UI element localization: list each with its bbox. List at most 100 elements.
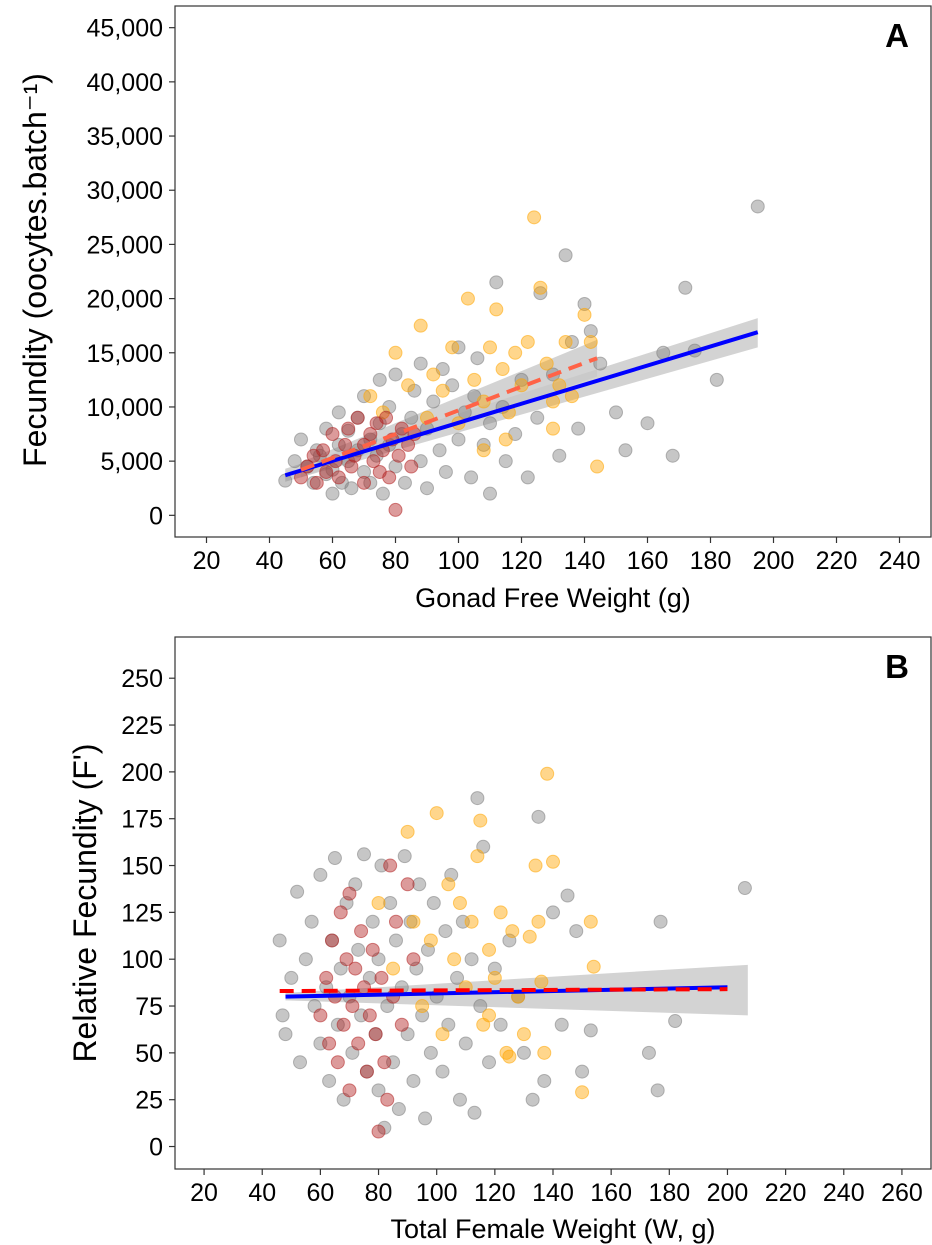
y-axis-ticks-b: 0 25 50 75 100 125 150 175 200 225 250 <box>121 665 175 1162</box>
data-point <box>400 877 415 892</box>
data-point <box>327 851 342 866</box>
y-tick-label: 125 <box>121 899 163 927</box>
data-point <box>533 280 548 295</box>
data-point <box>508 345 523 360</box>
data-point <box>482 942 497 957</box>
data-point <box>406 914 421 929</box>
x-axis-ticks-a: 20 40 60 80 100 120 140 160 180 200 220 240 <box>193 537 921 575</box>
y-tick-label: 35,000 <box>87 123 163 151</box>
data-point <box>316 443 331 458</box>
data-point <box>656 345 671 360</box>
data-point <box>415 999 430 1014</box>
data-point <box>520 334 535 349</box>
fit-lines-b <box>279 985 728 999</box>
data-point <box>412 877 427 892</box>
data-point <box>737 881 752 896</box>
data-point <box>374 970 389 985</box>
data-point <box>583 324 598 339</box>
data-point <box>505 924 520 939</box>
data-point <box>668 1014 683 1029</box>
data-point <box>640 416 655 431</box>
data-point <box>482 1008 497 1023</box>
x-tick-label: 240 <box>823 1179 865 1207</box>
x-tick-label: 120 <box>501 547 543 575</box>
x-tick-label: 240 <box>879 547 921 575</box>
data-point <box>546 421 560 436</box>
data-point <box>470 351 485 366</box>
data-point <box>590 459 605 474</box>
data-point <box>359 1064 374 1079</box>
data-point <box>533 286 548 301</box>
data-point <box>331 470 346 485</box>
data-point <box>432 443 447 458</box>
data-point <box>325 933 340 948</box>
data-point <box>483 486 497 501</box>
data-point <box>357 847 371 862</box>
data-point <box>383 858 398 873</box>
data-point <box>558 334 573 349</box>
data-point <box>489 275 504 290</box>
data-point <box>495 362 510 377</box>
panel-label-b: B <box>885 648 909 685</box>
data-point <box>452 1092 467 1107</box>
data-point <box>322 1036 337 1051</box>
data-point <box>365 942 380 957</box>
data-point <box>522 929 537 944</box>
data-point <box>293 1055 308 1070</box>
data-point <box>423 1045 438 1060</box>
x-tick-label: 120 <box>474 1179 516 1207</box>
x-tick-label: 80 <box>382 547 410 575</box>
data-point <box>330 1017 345 1032</box>
data-point <box>583 1023 598 1038</box>
data-point <box>354 924 369 939</box>
data-point <box>388 933 403 948</box>
data-point <box>309 475 324 490</box>
data-point <box>319 970 334 985</box>
data-point <box>365 914 380 929</box>
data-point <box>575 1085 590 1100</box>
y-axis-title-b: Relative Fecundity (F') <box>67 743 103 1062</box>
data-point <box>406 1073 421 1088</box>
data-point <box>487 970 502 985</box>
data-point <box>473 999 488 1014</box>
x-tick-label: 200 <box>707 1179 749 1207</box>
data-point <box>467 372 482 387</box>
x-tick-label: 60 <box>319 547 347 575</box>
data-point <box>435 1064 450 1079</box>
data-point <box>388 459 403 474</box>
data-point <box>470 849 485 864</box>
y-tick-label: 0 <box>149 502 163 530</box>
data-point <box>493 1017 508 1032</box>
data-point <box>571 421 586 436</box>
data-point <box>530 410 545 425</box>
data-point <box>534 974 549 989</box>
x-axis-title-b: Total Female Weight (W, g) <box>390 1214 715 1244</box>
y-tick-label: 20,000 <box>87 286 163 314</box>
data-point <box>476 437 491 452</box>
data-point <box>435 383 450 398</box>
data-point <box>363 427 378 442</box>
data-point <box>531 809 546 824</box>
data-point <box>363 389 378 404</box>
data-point <box>325 427 340 442</box>
plot-frame-a <box>174 5 932 538</box>
data-point <box>537 1073 552 1088</box>
data-point <box>345 999 360 1014</box>
x-tick-label: 100 <box>438 547 480 575</box>
panel-label-a: A <box>885 17 909 54</box>
data-point <box>527 210 542 225</box>
data-point <box>426 394 441 409</box>
data-point <box>665 448 680 463</box>
x-tick-label: 140 <box>564 547 606 575</box>
data-point <box>460 291 475 306</box>
data-point <box>483 416 497 431</box>
data-point <box>397 475 412 490</box>
data-point <box>418 1111 433 1126</box>
y-axis-ticks-a: 0 5,000 10,000 15,000 20,000 25,000 30,000 35,0… <box>87 15 175 530</box>
y-tick-label: 150 <box>121 853 163 881</box>
data-point <box>394 1017 409 1032</box>
data-point <box>618 443 633 458</box>
y-tick-label: 30,000 <box>87 177 163 205</box>
data-point <box>287 454 302 469</box>
data-point <box>577 307 592 322</box>
